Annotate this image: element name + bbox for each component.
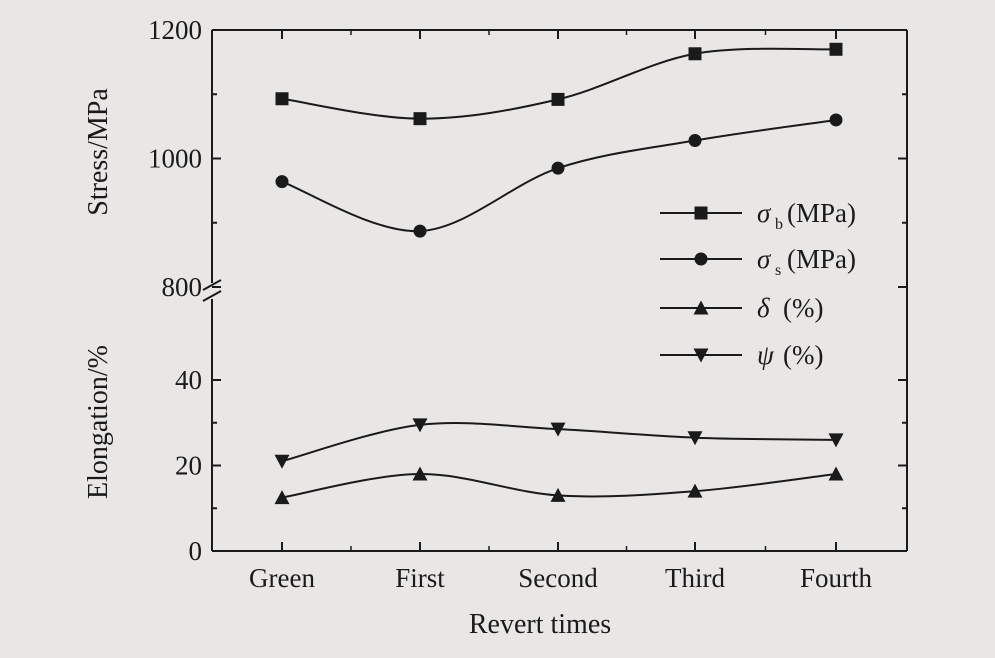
legend-subscript: s [775,262,781,279]
y-tick-label: 1000 [148,144,202,174]
legend-symbol: σ [757,244,772,274]
y-axis-title-elongation: Elongation/% [83,345,114,499]
legend-unit: (%) [783,340,823,370]
data-point-square [688,47,702,61]
data-point-triangle-up [550,487,566,502]
series-line [281,47,837,120]
legend-marker-square [694,206,708,220]
data-point-circle [551,161,565,175]
legend-marker-triangle-down [693,348,709,363]
y-axis-title-stress: Stress/MPa [83,88,114,216]
legend-symbol: δ [757,293,770,323]
data-point-square [829,42,843,56]
x-tick-label: Green [249,563,315,593]
legend-symbol: ψ [757,340,775,370]
data-point-triangle-down [828,433,844,448]
data-point-circle [275,175,289,189]
y-tick-label: 1200 [148,15,202,45]
y-tick-label: 40 [175,365,202,395]
data-point-triangle-up [274,490,290,505]
x-axis-title: Revert times [469,609,611,640]
data-point-triangle-down [412,418,428,433]
data-point-triangle-down [274,454,290,469]
data-point-circle [688,134,702,148]
marks-layer [274,42,844,505]
data-point-square [551,92,565,106]
x-tick-label: First [395,563,445,593]
data-point-triangle-up [412,466,428,481]
y-tick-label: 800 [162,272,203,302]
data-point-circle [829,113,843,127]
data-point-triangle-down [687,431,703,446]
x-tick-label: Fourth [800,563,873,593]
legend-marker-triangle-up [693,300,709,315]
data-point-circle [413,224,427,238]
axis-break-mark [202,279,222,291]
data-point-square [275,92,289,106]
legend-subscript: b [775,216,783,233]
y-tick-label: 0 [189,536,203,566]
y-tick-label: 20 [175,451,202,481]
legend-unit: (MPa) [787,198,856,228]
data-point-triangle-up [687,483,703,498]
data-point-triangle-up [828,466,844,481]
legend-unit: (%) [783,293,823,323]
legend-marker-circle [694,252,708,266]
legend-unit: (MPa) [787,244,856,274]
axis-break-mark [202,290,222,302]
legend: σ b (MPa)σ s (MPa)δ (%)ψ (%) [660,198,856,370]
series-line [281,118,837,233]
data-point-square [413,112,427,126]
x-tick-label: Second [518,563,598,593]
axes-layer: Green First Second Third Fourth 800 1000 1200 0 2… [148,15,908,593]
x-tick-label: Third [665,563,725,593]
data-point-triangle-down [550,422,566,437]
legend-symbol: σ [757,198,772,228]
